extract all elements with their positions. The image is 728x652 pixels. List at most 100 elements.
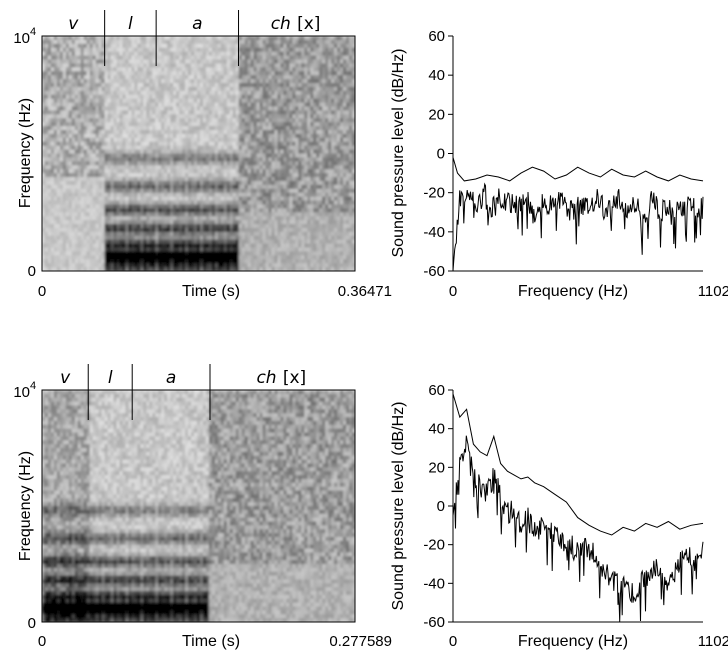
spectrogram-cell [80,106,85,112]
spectrogram-cell [268,169,273,174]
spectrogram-cell [140,247,144,253]
spectrogram-cell [104,192,109,198]
spectrogram-cell [146,161,150,166]
spectrogram-cell [47,212,52,217]
spectrogram-cell [173,79,177,84]
spectrogram-cell [77,122,82,127]
spectrogram-cell [42,137,46,143]
spectrogram-cell [229,75,234,80]
spectrogram-cell [208,259,213,264]
spectrogram-cell [95,220,100,225]
spectrogram-cell [211,188,216,194]
spectrogram-cell [56,106,61,112]
spectrogram-cell [47,94,52,100]
spectrogram-cell [47,133,52,139]
spectrogram-cell [164,55,168,61]
spectrogram-cell [65,67,70,72]
spectrogram-cell [92,75,97,80]
spectrogram-cell [259,126,264,131]
spectrogram-cell [265,267,270,271]
spectrogram-cell [185,227,189,233]
spectrogram-cell [74,243,79,249]
spectrogram-cell [185,130,189,135]
spectrogram-cell [259,137,264,143]
spectrogram-cell [62,106,67,112]
spectrogram-cell [50,184,55,190]
spectrogram-cell [241,208,246,213]
spectrogram-cell [256,161,261,166]
spectrogram-cell [185,251,189,256]
spectrogram-cell [271,36,276,41]
spectrogram-cell [176,122,180,127]
spectrogram-cell [104,267,109,271]
spectrogram-cell [235,59,240,65]
spectrogram-cell [161,180,165,186]
spectrogram-cell [95,239,100,245]
spectrogram-cell [56,110,61,115]
spectrogram-cell [235,51,240,57]
spectrogram-cell [155,247,159,253]
spectrogram-cell [104,118,109,123]
spectrogram-cell [241,180,246,186]
spectrogram-cell [158,75,162,80]
spectrogram-cell [107,75,112,80]
spectrogram-cell [214,55,219,61]
spectrogram-cell [83,94,88,100]
spectrogram-cell [110,184,115,190]
spectrogram-cell [74,90,79,96]
spectrogram-cell [208,255,213,260]
spectrogram-cell [89,204,94,209]
spectrogram-cell [47,90,52,96]
spectrogram-cell [194,239,198,245]
spectrogram-cell [173,126,177,131]
spectrogram-cell [146,157,150,162]
spectrogram-cell [128,67,133,72]
spectrogram-cell [74,227,79,233]
spectrogram-cell [232,192,237,198]
spectrogram-cell [259,251,264,256]
spectrogram-cell [116,114,121,119]
spectrogram-cell [107,247,112,253]
spectrogram-cell [194,173,198,178]
spectrogram-cell [71,212,76,217]
spectrogram-cell [62,83,67,88]
spectrogram-cell [205,137,210,143]
spectrogram-cell [161,177,165,182]
spectrogram-cell [194,47,198,53]
spectrogram-cell [107,98,112,104]
spectrogram-cell [62,212,67,217]
spectrogram-cell [214,83,219,88]
spectrogram-cell [199,173,204,178]
spectrogram-cell [158,63,162,68]
spectrogram-cell [167,149,171,155]
spectrogram-cell [194,192,198,198]
spectrogram-cell [229,208,234,213]
spectrogram-cell [179,243,183,249]
spectrogram-cell [265,251,270,256]
spectrogram-cell [170,86,174,92]
spectrogram-cell [271,122,276,127]
spectrogram-cell [152,204,156,209]
spectrogram-cell [280,227,285,233]
spectrogram-cell [116,204,121,209]
spectrogram-cell [131,208,136,213]
spectrogram-cell [116,98,121,104]
spectrogram-cell [256,47,261,53]
spectrogram-cell [214,196,219,202]
spectrogram-cell [98,51,103,57]
spectrogram-cell [161,188,165,194]
spectrogram-cell [259,55,264,61]
spectrogram-cell [164,47,168,53]
spectrogram-cell [152,126,156,131]
spectrogram-cell [238,36,243,41]
spectrogram-cell [83,251,88,256]
spectrogram-cell [89,126,94,131]
spectrogram-cell [146,169,150,174]
spectrogram-cell [185,263,189,268]
spectrogram-cell [110,157,115,162]
spectrogram-cell [214,267,219,271]
spectrogram-cell [152,39,156,45]
spectrogram-cell [128,161,133,166]
spectrogram-cell [86,216,91,221]
spectrogram-cell [143,71,147,76]
